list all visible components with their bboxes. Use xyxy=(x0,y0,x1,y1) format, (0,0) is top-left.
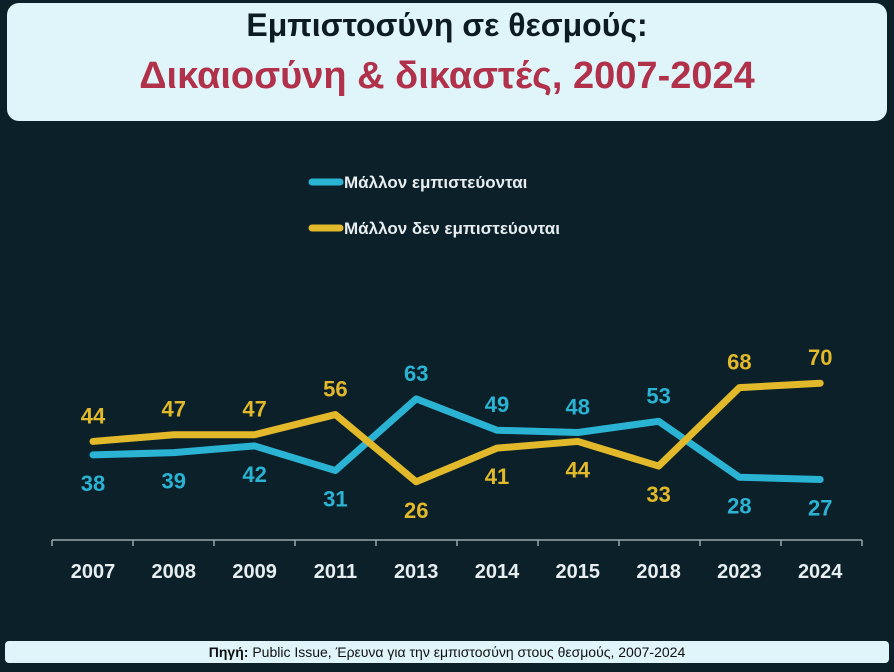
legend-label: Μάλλον δεν εμπιστεύονται xyxy=(344,219,560,238)
title-box: Εμπιστοσύνη σε θεσμούς: Δικαιοσύνη & δικ… xyxy=(7,3,887,121)
x-tick-label: 2024 xyxy=(798,561,843,583)
x-tick-label: 2009 xyxy=(232,561,277,583)
x-tick-label: 2023 xyxy=(717,561,762,583)
data-label: 41 xyxy=(485,464,509,489)
source-label: Πηγή: xyxy=(208,644,249,660)
data-label: 27 xyxy=(808,496,832,521)
x-tick-label: 2013 xyxy=(394,561,439,583)
data-label: 39 xyxy=(162,469,186,494)
x-tick-label: 2018 xyxy=(636,561,681,583)
legend-label: Μάλλον εμπιστεύονται xyxy=(344,173,528,192)
data-label: 42 xyxy=(242,462,266,487)
data-label: 47 xyxy=(162,397,186,422)
chart-subtitle: Δικαιοσύνη & δικαστές, 2007-2024 xyxy=(139,55,755,97)
data-label: 48 xyxy=(566,394,590,419)
x-tick-label: 2014 xyxy=(475,561,520,583)
series-line xyxy=(89,379,824,486)
series-line xyxy=(89,395,824,484)
source-note: Πηγή: Public Issue, Έρευνα για την εμπισ… xyxy=(5,641,889,663)
data-label: 63 xyxy=(404,361,428,386)
x-tick-label: 2007 xyxy=(71,561,116,583)
data-label: 38 xyxy=(81,471,105,496)
data-label: 44 xyxy=(566,457,591,482)
x-tick-label: 2011 xyxy=(314,561,357,583)
source-text: Public Issue, Έρευνα για την εμπιστοσύνη… xyxy=(248,644,686,660)
data-label: 33 xyxy=(646,482,670,507)
x-tick-label: 2015 xyxy=(556,561,601,583)
x-tick-label: 2008 xyxy=(152,561,197,583)
data-label: 26 xyxy=(404,498,428,523)
data-label: 31 xyxy=(323,487,347,512)
data-label: 47 xyxy=(242,397,266,422)
chart-title: Εμπιστοσύνη σε θεσμούς: xyxy=(246,7,648,43)
data-label: 28 xyxy=(727,493,751,518)
data-label: 56 xyxy=(323,377,347,402)
data-label: 68 xyxy=(727,350,751,375)
data-label: 44 xyxy=(81,403,106,428)
data-label: 70 xyxy=(808,345,832,370)
data-label: 49 xyxy=(485,392,509,417)
data-label: 53 xyxy=(646,383,670,408)
